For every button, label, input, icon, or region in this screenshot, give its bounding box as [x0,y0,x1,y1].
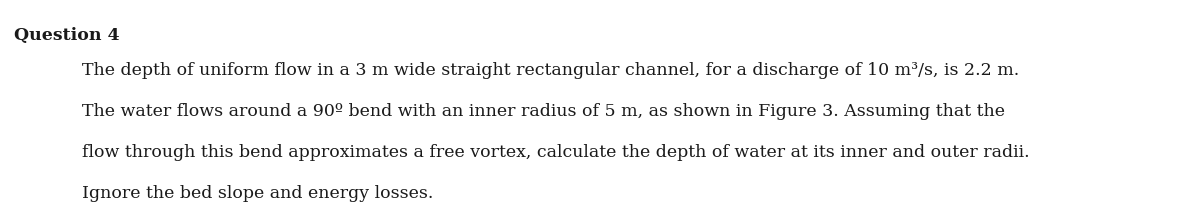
Text: Ignore the bed slope and energy losses.: Ignore the bed slope and energy losses. [82,185,433,202]
Text: Question 4: Question 4 [14,27,120,44]
Text: The depth of uniform flow in a 3 m wide straight rectangular channel, for a disc: The depth of uniform flow in a 3 m wide … [82,62,1019,79]
Text: flow through this bend approximates a free vortex, calculate the depth of water : flow through this bend approximates a fr… [82,144,1030,161]
Text: The water flows around a 90º bend with an inner radius of 5 m, as shown in Figur: The water flows around a 90º bend with a… [82,103,1004,120]
